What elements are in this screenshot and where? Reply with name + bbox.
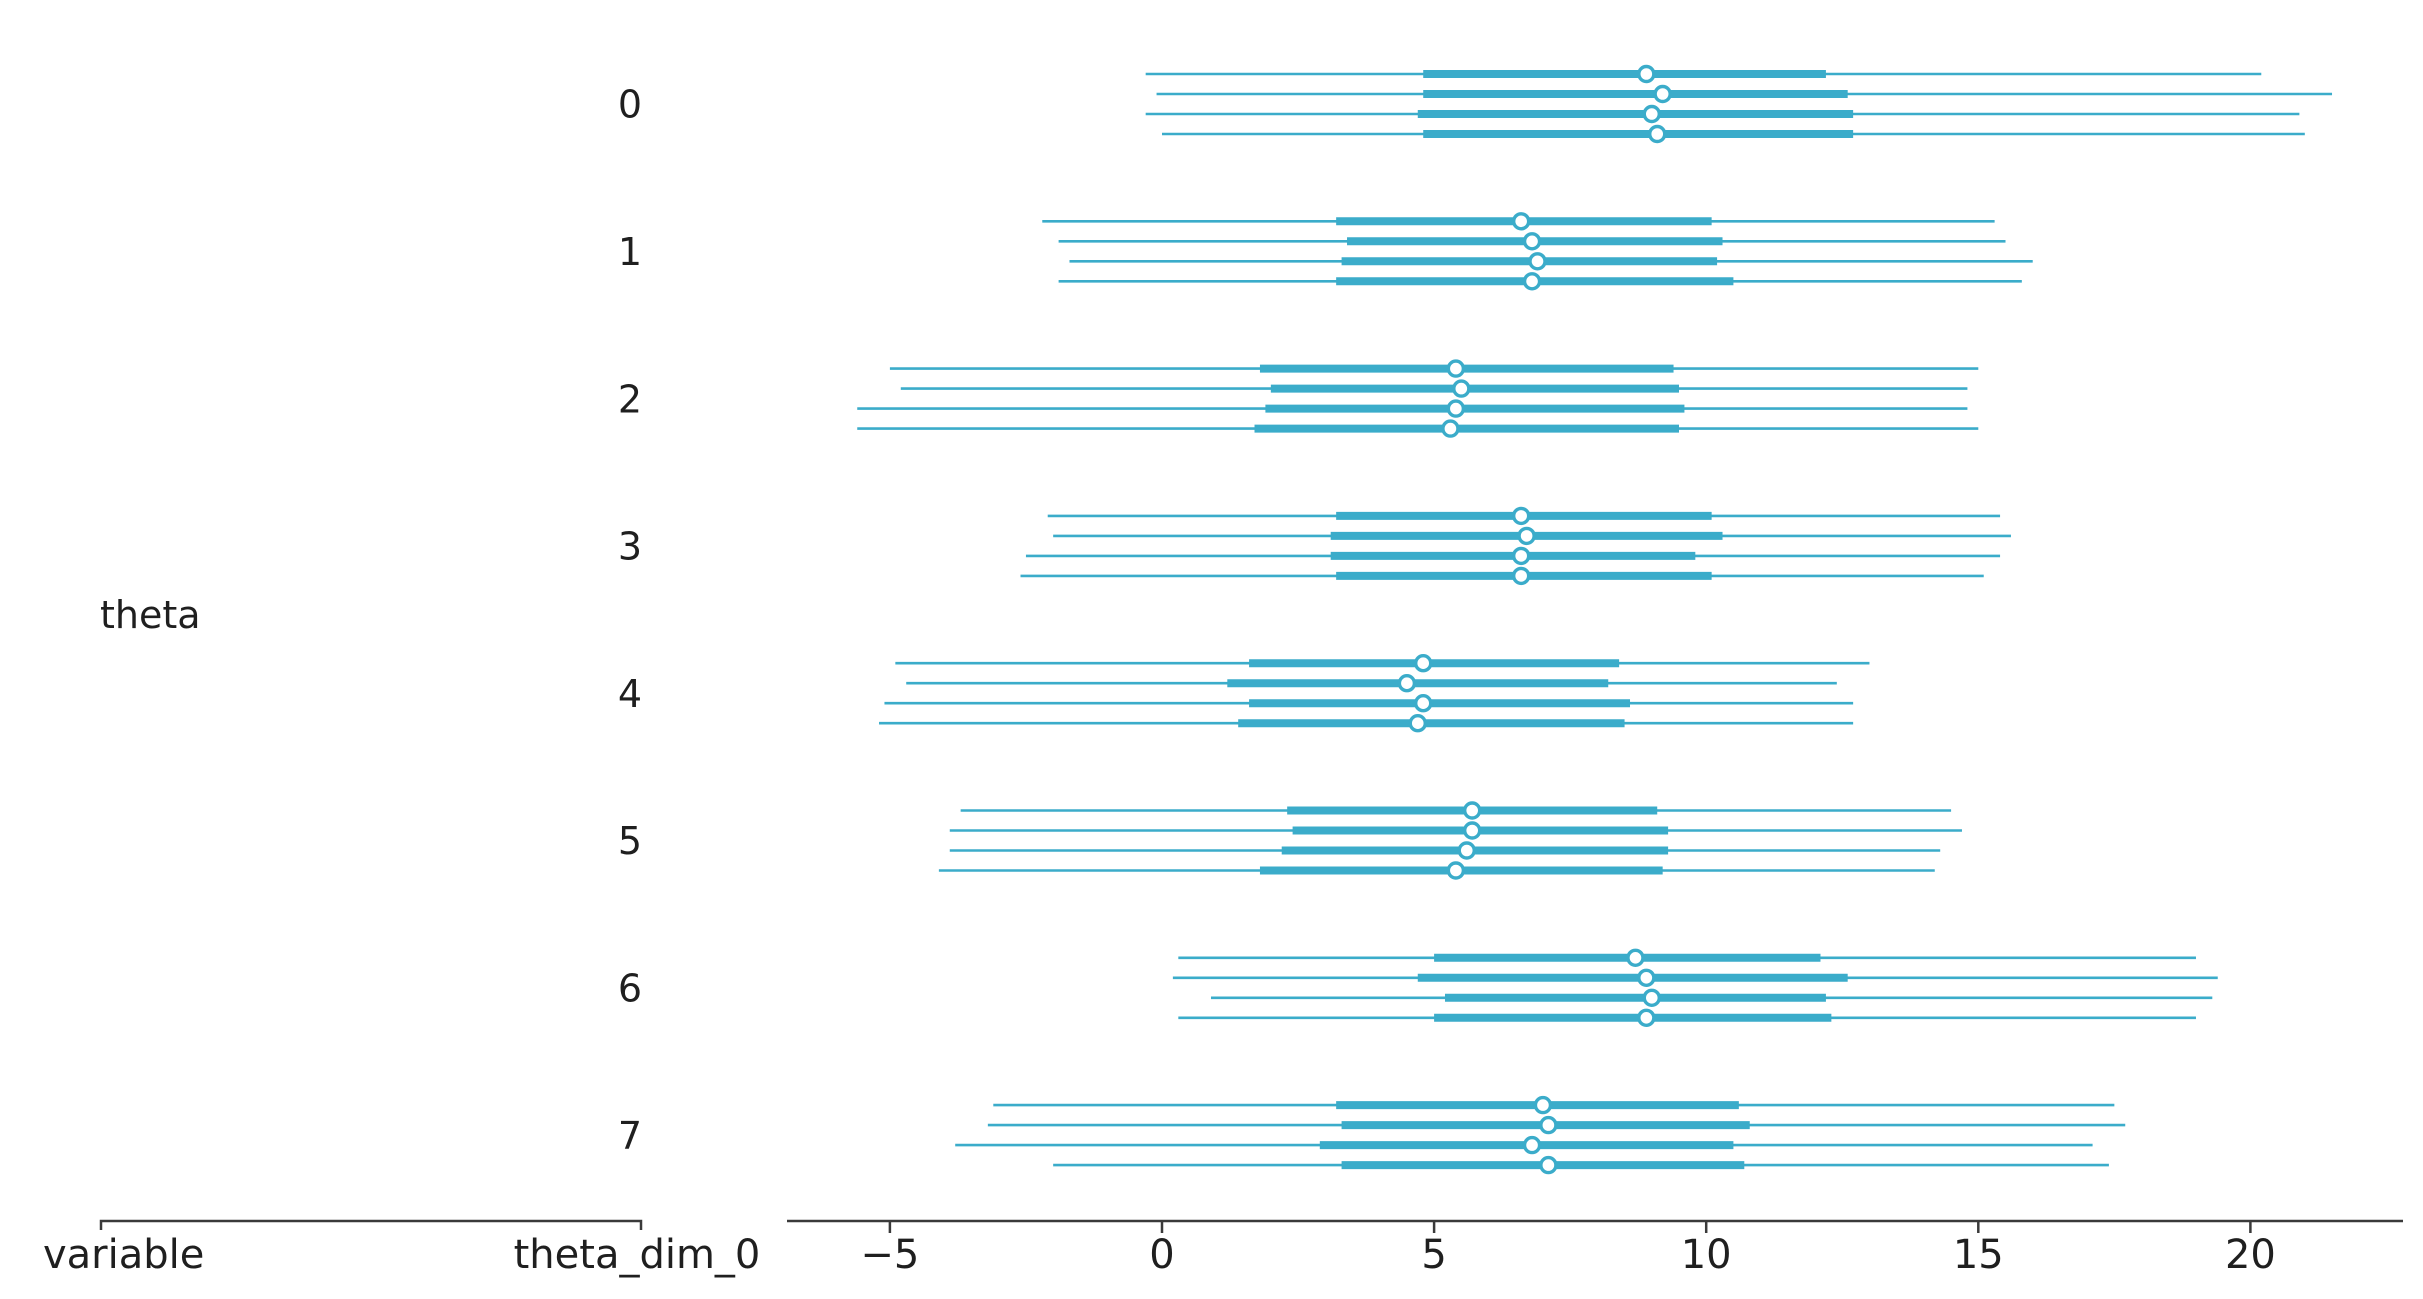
median-point-marker (1457, 841, 1476, 860)
median-point-marker (1637, 968, 1656, 987)
row-label: 6 (618, 966, 642, 1010)
row-label: 0 (618, 83, 642, 127)
median-point-marker (1642, 104, 1661, 124)
variable-axis-spine (99, 1219, 643, 1230)
median-point-marker (1637, 64, 1656, 84)
median-point-marker (1446, 359, 1466, 378)
median-point-marker (1653, 84, 1672, 104)
median-point-marker (1528, 252, 1547, 271)
row-label: 2 (618, 377, 642, 421)
row-label: 7 (618, 1114, 642, 1158)
row-label: 3 (618, 525, 642, 569)
median-point-marker (1522, 232, 1542, 251)
median-point-marker (1441, 419, 1460, 438)
median-point-marker (1539, 1115, 1558, 1135)
x-axis-tick-label: 10 (1681, 1232, 1732, 1278)
median-point-marker (1511, 566, 1531, 586)
median-point-marker (1446, 399, 1466, 418)
median-point-marker (1414, 694, 1433, 713)
median-point-marker (1522, 1135, 1542, 1155)
median-point-marker (1511, 212, 1531, 231)
x-axis-dim-label: theta_dim_0 (514, 1232, 761, 1278)
row-label: 4 (618, 672, 642, 716)
median-point-marker (1511, 546, 1531, 566)
median-point-marker (1414, 654, 1433, 673)
median-point-marker (1408, 714, 1427, 733)
median-point-marker (1626, 948, 1645, 967)
median-point-marker (1511, 506, 1531, 526)
median-point-marker (1637, 1008, 1656, 1027)
median-point-marker (1462, 821, 1482, 840)
median-point-marker (1452, 379, 1471, 398)
row-label: 1 (618, 230, 642, 274)
x-axis-variable-label: variable (43, 1232, 204, 1278)
median-point-marker (1446, 861, 1466, 880)
x-axis-tick-label: 15 (1953, 1232, 2004, 1278)
median-point-marker (1397, 674, 1417, 693)
x-axis-tick-label: 20 (2225, 1232, 2276, 1278)
y-variable-label: theta (100, 593, 201, 637)
x-axis-tick-label: 5 (1421, 1232, 1446, 1278)
median-point-marker (1539, 1155, 1558, 1175)
median-point-marker (1648, 124, 1667, 144)
x-axis-tick-label: 0 (1149, 1232, 1174, 1278)
median-point-marker (1533, 1095, 1553, 1115)
median-point-marker (1522, 272, 1542, 291)
row-label: 5 (618, 819, 642, 863)
median-point-marker (1517, 526, 1536, 546)
median-point-marker (1462, 801, 1482, 820)
median-point-marker (1642, 988, 1661, 1007)
x-axis-tick-label: −5 (860, 1232, 919, 1278)
